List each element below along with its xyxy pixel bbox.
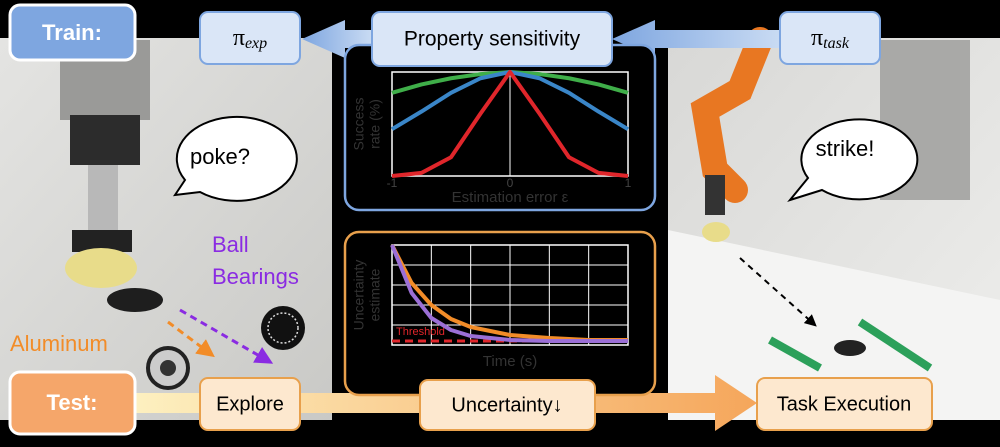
x-tick-label: 0	[507, 176, 514, 190]
y-axis-label: Uncertainty	[351, 260, 367, 331]
pi-symbol: π	[811, 25, 823, 51]
uncertainty-label: Uncertainty↓	[451, 394, 562, 416]
pi-task: πtask	[811, 25, 850, 52]
speech-bubble	[172, 115, 298, 202]
task-label: Task Execution	[777, 393, 912, 415]
uncertainty-node	[419, 379, 596, 431]
pi-subscript: task	[823, 35, 850, 52]
pi-symbol: π	[233, 25, 245, 51]
train-arrow	[612, 20, 780, 58]
explore-box	[199, 377, 301, 431]
bubble-text: strike!	[816, 136, 875, 161]
material-label: Bearings	[212, 264, 299, 289]
material-label: Ball	[212, 232, 249, 257]
x-axis-label: Estimation error ε	[452, 189, 569, 206]
curve	[390, 244, 628, 343]
pi-subscript: exp	[245, 35, 267, 52]
pi-task-box	[779, 11, 881, 65]
pointer-arrow	[179, 308, 274, 364]
x-axis-label: Time (s)	[483, 353, 537, 370]
property-label: Property sensitivity	[404, 28, 581, 51]
train-box	[8, 3, 137, 62]
curve	[391, 70, 629, 178]
pi-exp-box	[199, 11, 301, 65]
material-label: Aluminum	[10, 331, 108, 356]
explore-label: Explore	[216, 393, 284, 415]
y-axis-label: Success	[351, 98, 367, 151]
x-tick-label: 1	[625, 176, 632, 190]
train-arrow	[302, 20, 372, 58]
bubble-text: poke?	[190, 144, 250, 169]
pointer-arrow	[167, 320, 215, 358]
test-label: Test:	[47, 390, 98, 415]
left-photo	[0, 38, 332, 420]
y-axis-label: rate (%)	[367, 99, 383, 149]
property-box	[371, 11, 613, 67]
test-box	[8, 370, 137, 436]
x-tick-label: -1	[387, 176, 398, 190]
right-photo	[668, 27, 1000, 420]
threshold-label: Threshold	[396, 326, 445, 338]
train-label: Train:	[42, 20, 102, 45]
pi-exp: πexp	[233, 25, 267, 52]
y-axis-label: estimate	[367, 268, 383, 321]
speech-bubble	[787, 118, 919, 202]
task-box	[756, 377, 933, 431]
